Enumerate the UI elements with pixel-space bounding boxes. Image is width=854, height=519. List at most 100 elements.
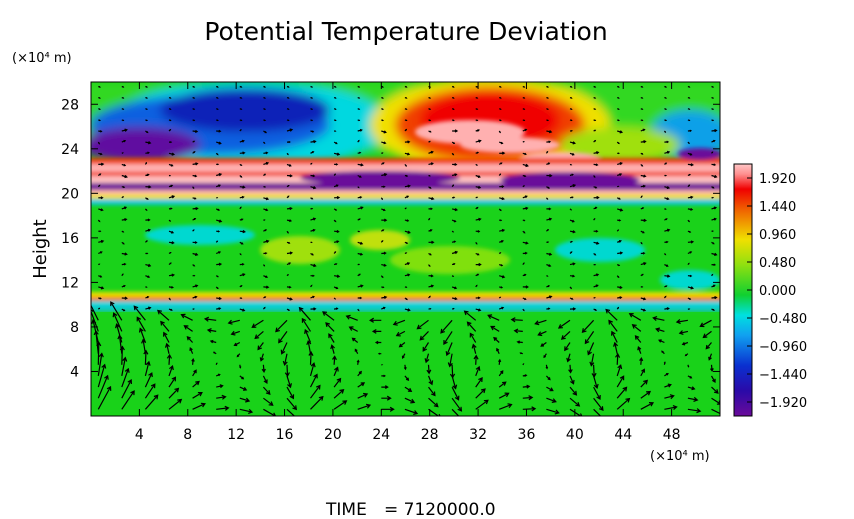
wind-arrow	[569, 307, 577, 311]
wind-arrow	[298, 306, 311, 321]
wind-arrow	[239, 97, 243, 99]
wind-arrow	[168, 308, 173, 311]
y-axis-label: Height	[30, 219, 51, 279]
wind-arrow	[239, 364, 242, 369]
plot-frame	[90, 81, 721, 417]
wind-arrow	[286, 230, 289, 234]
x-tick-label: 8	[183, 427, 192, 443]
wind-arrow	[239, 262, 245, 266]
wind-arrow	[447, 353, 453, 368]
wind-arrow	[239, 229, 246, 234]
wind-arrow	[451, 173, 458, 177]
wind-arrow	[664, 119, 668, 122]
wind-arrow	[227, 319, 240, 325]
wind-arrow	[475, 284, 478, 288]
wind-arrow	[371, 328, 382, 334]
wind-arrow	[239, 241, 244, 245]
wind-arrow	[616, 386, 628, 399]
wind-arrow	[475, 262, 482, 267]
wind-arrow	[475, 163, 478, 166]
wind-arrow	[404, 174, 409, 177]
wind-arrow	[616, 306, 620, 310]
wind-arrow	[640, 97, 644, 99]
x-tick-label: 12	[227, 427, 245, 443]
wind-arrow	[145, 130, 149, 134]
wind-arrow	[428, 264, 431, 267]
wind-arrow	[711, 119, 715, 122]
wind-arrow	[469, 332, 477, 343]
wind-arrow	[212, 351, 217, 355]
wind-arrow	[236, 353, 241, 358]
wind-arrow	[640, 402, 655, 410]
wind-arrow	[404, 152, 411, 156]
wind-arrow	[664, 197, 670, 201]
wind-arrow	[121, 196, 125, 199]
wind-arrow	[452, 163, 458, 167]
wind-arrow	[617, 296, 623, 300]
wind-arrow	[451, 141, 456, 144]
wind-arrow	[145, 197, 149, 200]
wind-arrow	[545, 364, 549, 370]
wind-arrow	[97, 141, 101, 145]
wind-arrow	[192, 274, 196, 277]
wind-arrow	[711, 295, 718, 300]
wind-arrow	[334, 163, 339, 166]
wind-arrow	[145, 141, 152, 145]
wind-arrow	[451, 275, 455, 277]
wind-arrow	[587, 342, 595, 356]
wind-arrow	[345, 314, 358, 321]
wind-arrow	[145, 252, 149, 255]
wind-arrow	[428, 295, 431, 299]
wind-arrow	[687, 386, 696, 391]
wind-arrow	[569, 141, 576, 145]
wind-arrow	[510, 317, 523, 323]
wind-arrow	[546, 108, 549, 110]
wind-arrow	[664, 274, 671, 278]
wind-arrow	[168, 195, 176, 199]
wind-arrow	[192, 206, 199, 211]
wind-arrow	[145, 218, 151, 222]
x-tick-label: 44	[614, 427, 632, 443]
wind-arrow	[681, 341, 689, 346]
wind-arrow	[121, 85, 125, 88]
wind-arrow	[138, 327, 146, 343]
wind-arrow	[286, 195, 290, 199]
wind-arrow	[664, 140, 670, 144]
wind-arrow	[471, 343, 477, 354]
wind-arrow	[640, 241, 643, 245]
wind-arrow	[404, 207, 407, 210]
wind-arrow	[428, 397, 439, 408]
wind-arrow	[121, 163, 127, 167]
wind-arrow	[522, 241, 529, 245]
wind-arrow	[369, 317, 382, 323]
wind-arrow	[263, 97, 267, 99]
wind-arrow	[640, 140, 647, 144]
wind-arrow	[640, 119, 644, 122]
wind-arrow	[564, 342, 571, 352]
wind-arrow	[144, 208, 148, 211]
wind-arrow	[98, 85, 101, 88]
wind-arrow	[451, 286, 458, 290]
wind-arrow	[475, 308, 482, 312]
wind-arrow	[499, 197, 505, 201]
wind-arrow	[357, 382, 366, 388]
wind-arrow	[310, 139, 317, 144]
wind-arrow	[443, 331, 453, 345]
wind-arrow	[593, 186, 598, 189]
wind-arrow	[566, 353, 571, 363]
wind-arrow	[499, 185, 505, 188]
wind-arrow	[192, 252, 199, 256]
wind-arrow	[634, 335, 642, 343]
wind-arrow	[593, 206, 598, 210]
wind-arrow	[522, 108, 526, 110]
colorbar-label: −0.480	[759, 312, 807, 327]
wind-arrow	[262, 306, 266, 310]
wind-arrow	[404, 140, 411, 144]
wind-arrow	[522, 195, 528, 199]
wind-arrow	[711, 273, 714, 277]
wind-arrow	[664, 150, 671, 154]
wind-arrow	[183, 325, 193, 332]
wind-arrow	[133, 305, 146, 321]
wind-arrow	[498, 358, 502, 365]
wind-arrow	[687, 230, 692, 233]
